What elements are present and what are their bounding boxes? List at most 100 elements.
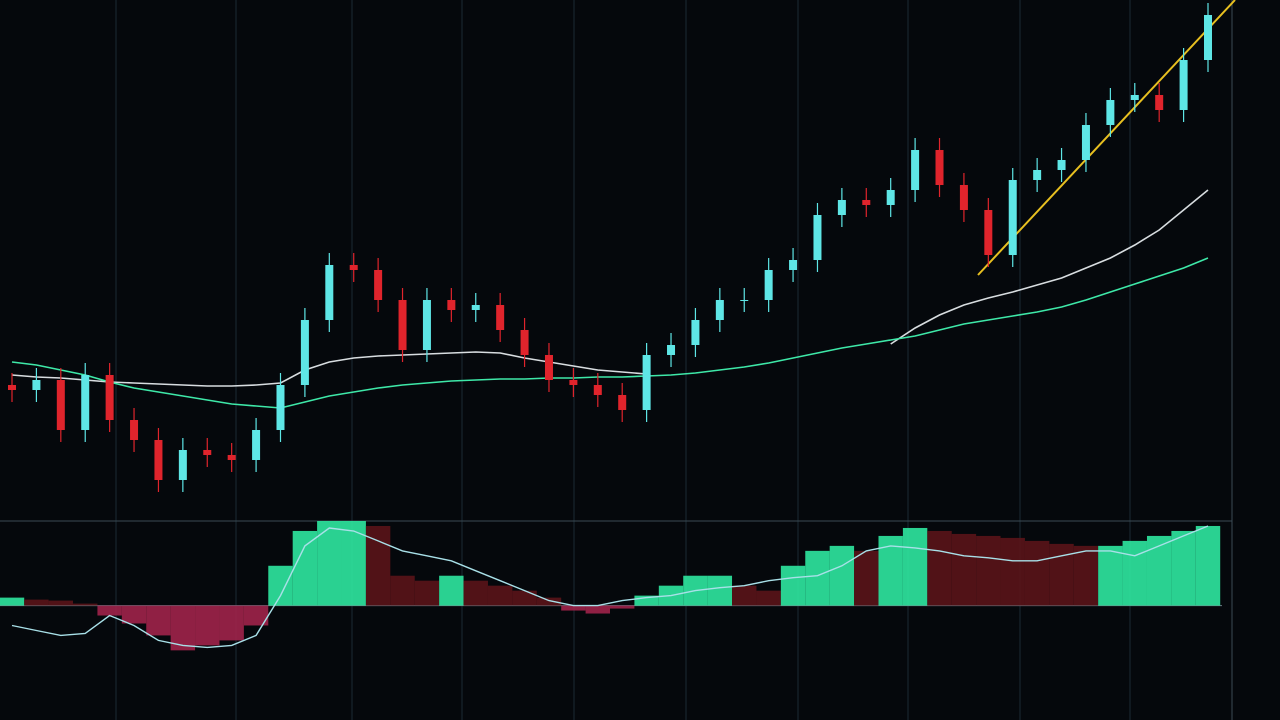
candle-body [300,320,309,385]
histogram-bar [243,605,269,626]
histogram-bar [585,605,610,614]
histogram-bar [1098,545,1123,606]
histogram-bar [219,605,244,641]
candle-body [203,450,212,455]
candle-body [32,380,41,390]
indicator-line [11,525,1209,649]
candle-body [1081,125,1090,160]
candle-body [789,260,798,270]
histogram-bar [1073,545,1099,606]
histogram-bar [439,575,464,606]
histogram-bar [951,533,977,606]
histogram-bar [1171,530,1196,606]
candle-body [813,215,822,260]
candle-body [1130,95,1139,100]
histogram-bar [390,575,415,606]
histogram-bar [1049,543,1074,606]
histogram-bar [732,585,757,606]
histogram-bar [854,550,879,606]
candle-body [496,305,505,330]
candle-body [642,355,651,410]
histogram-bar [707,575,733,606]
candle-body [105,375,114,420]
histogram-bar [1195,525,1221,606]
histogram-bar [902,527,928,606]
histogram-bar [1000,537,1025,606]
candle-body [618,395,627,410]
histogram-bar [976,535,1001,606]
histogram-bar [414,580,440,606]
histogram-bar [268,565,293,606]
candle-body [154,440,163,480]
candle-body [1106,100,1115,125]
candle-body [349,265,358,270]
histogram-bar [756,590,781,606]
candle-body [959,185,968,210]
candle-body [1155,95,1164,110]
histogram-bar [48,600,74,606]
candle-body [276,385,285,430]
candle-body [886,190,895,205]
candle-body [667,345,676,355]
candle-body [544,355,553,380]
candle-body [178,450,187,480]
candle-body [56,380,65,430]
trend-line [977,0,1236,276]
histogram-bar [634,595,659,606]
histogram-bar [1146,535,1172,606]
histogram-bar [146,605,171,636]
candle-body [252,430,261,460]
indicator-line [11,189,1209,387]
histogram-bar [317,521,342,606]
histogram-bar [1122,540,1147,606]
candle-body [935,150,944,185]
histogram-bar [512,590,537,606]
candle-body [764,270,773,300]
candle-body [691,320,700,345]
histogram-bar [536,597,562,606]
histogram-bar [365,525,391,606]
histogram-bar [292,530,318,606]
candle-body [740,300,749,301]
candle-body [911,150,920,190]
histogram-bar [780,565,806,606]
candle-body [593,385,602,395]
candle-body [715,300,724,320]
candle-body [837,200,846,215]
candle-body [1033,170,1042,180]
candle-body [8,385,16,390]
histogram-bar [341,521,366,606]
candle-body [1179,60,1188,110]
candle-body [422,300,431,350]
histogram-bar [24,599,49,606]
candle-body [471,305,480,310]
candle-body [447,300,456,310]
histogram-bar [610,605,635,609]
histogram-bar [170,605,196,651]
candle-body [227,455,236,460]
histogram-bar [927,530,952,606]
histogram-bar [1024,540,1050,606]
candle-body [1008,180,1017,255]
candle-body [862,200,871,205]
histogram-bar [73,603,98,606]
histogram-bar [829,545,855,606]
histogram-bar [121,605,147,624]
histogram-bar [195,605,220,646]
histogram-bar [463,580,488,606]
candle-body [374,270,383,300]
candle-body [1204,15,1212,60]
histogram-bar [805,550,830,606]
candle-body [569,380,578,385]
candle-body [520,330,529,355]
candle-body [1057,160,1066,170]
candle-body [398,300,407,350]
indicator-line [11,257,1209,409]
histogram-bar [561,605,586,611]
histogram-bar [0,597,25,606]
candle-body [130,420,139,440]
candle-body [81,375,90,430]
candle-body [984,210,993,255]
